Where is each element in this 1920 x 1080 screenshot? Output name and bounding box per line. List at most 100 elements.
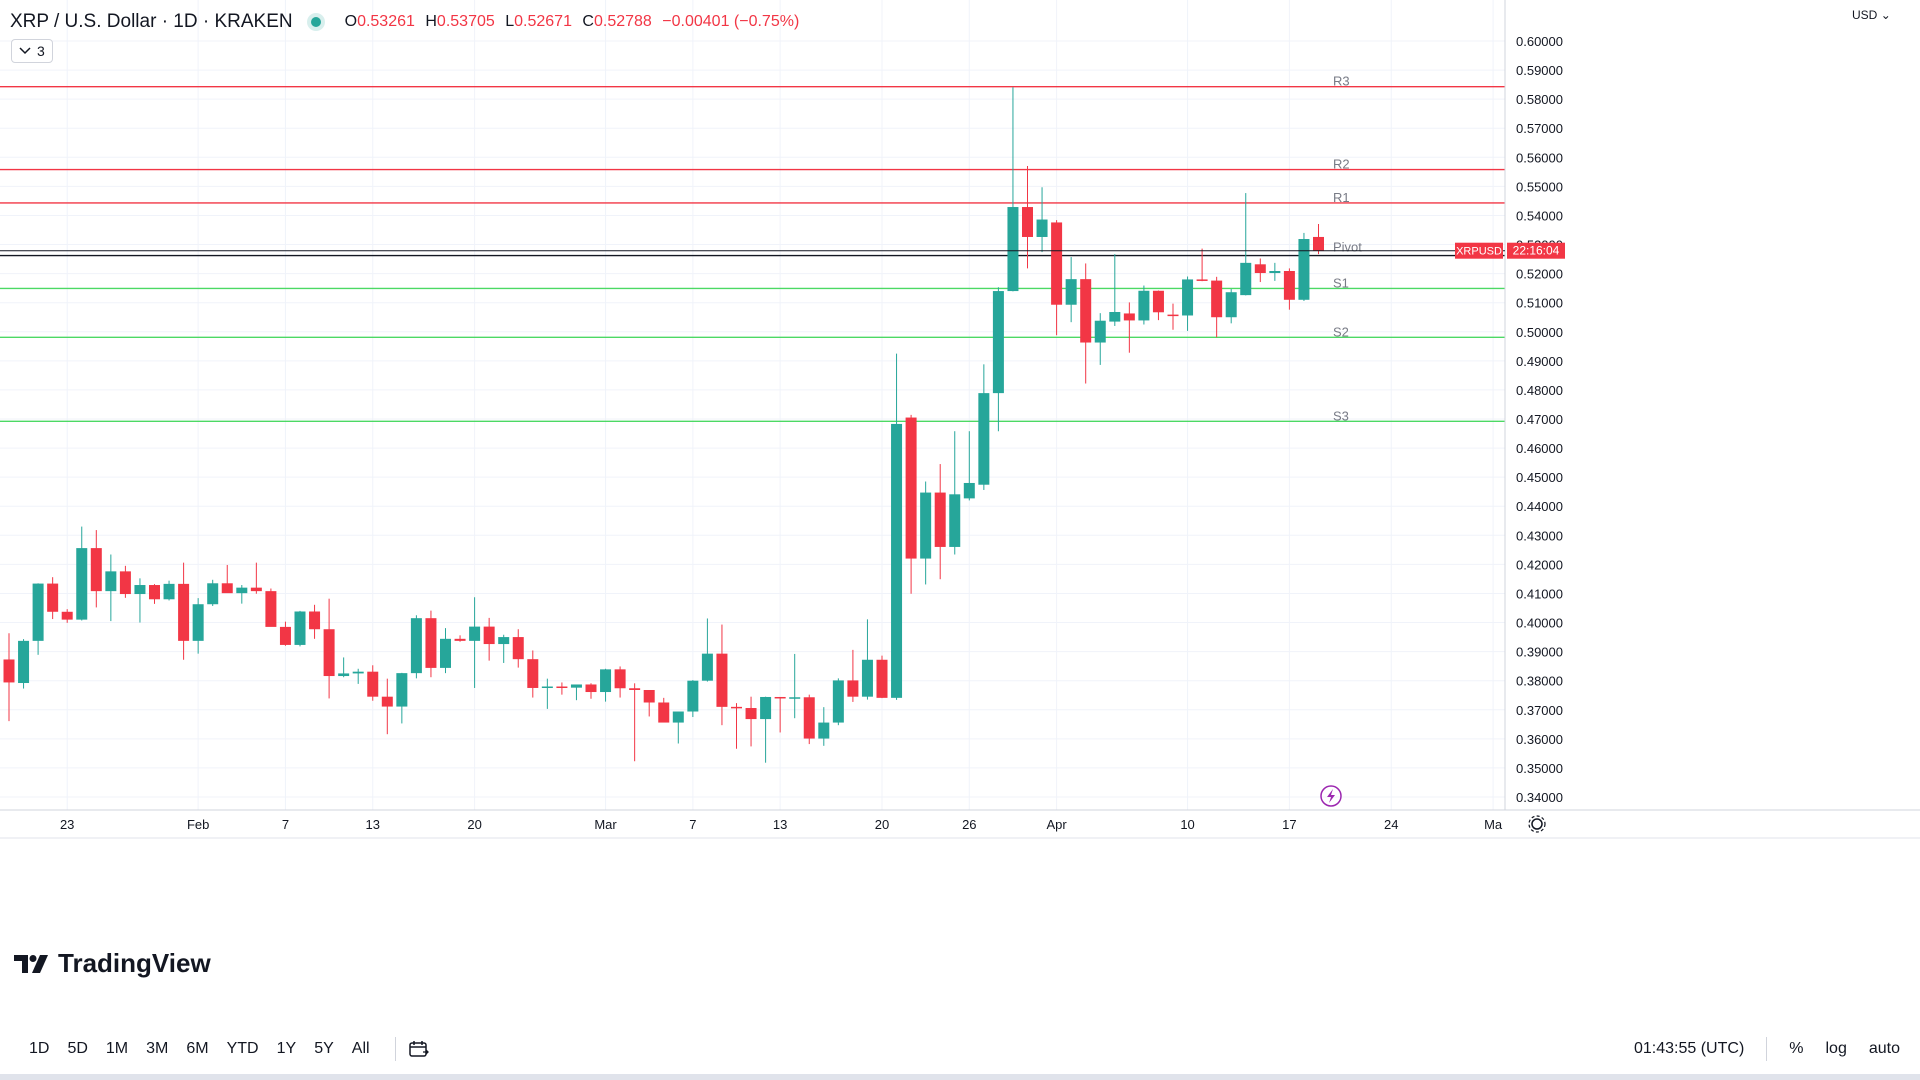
candle[interactable] xyxy=(1094,313,1106,365)
candle[interactable] xyxy=(745,696,757,747)
candle[interactable] xyxy=(1254,258,1266,283)
candle[interactable] xyxy=(614,666,626,698)
last-price-badge[interactable]: XRPUSD 22:16:04 xyxy=(1455,242,1565,259)
events-lightning-icon[interactable] xyxy=(1320,785,1342,807)
candle[interactable] xyxy=(338,657,350,678)
candle[interactable] xyxy=(1182,276,1194,331)
candle[interactable] xyxy=(134,578,146,623)
candle[interactable] xyxy=(440,628,451,674)
candle[interactable] xyxy=(1065,257,1077,323)
candle[interactable] xyxy=(178,562,190,660)
candle[interactable] xyxy=(250,562,262,594)
candle[interactable] xyxy=(1313,224,1324,255)
candle[interactable] xyxy=(483,617,495,661)
candle[interactable] xyxy=(90,530,102,608)
indicators-toggle-button[interactable]: 3 xyxy=(11,39,53,63)
candle[interactable] xyxy=(934,464,946,580)
range-5d-button[interactable]: 5D xyxy=(67,1040,88,1057)
tradingview-logo[interactable]: TradingView xyxy=(14,948,211,979)
candle[interactable] xyxy=(861,619,873,700)
candle[interactable] xyxy=(672,711,684,744)
candle[interactable] xyxy=(76,526,88,621)
candle[interactable] xyxy=(498,634,510,663)
candle[interactable] xyxy=(1283,268,1295,310)
candle[interactable] xyxy=(600,668,612,702)
candle[interactable] xyxy=(1211,276,1223,338)
candle[interactable] xyxy=(221,564,233,594)
candle[interactable] xyxy=(1196,248,1208,282)
candle[interactable] xyxy=(992,287,1004,432)
percent-scale-button[interactable]: % xyxy=(1789,1040,1804,1057)
candle[interactable] xyxy=(920,481,932,585)
candle[interactable] xyxy=(643,689,655,717)
symbol-title[interactable]: XRP / U.S. Dollar · 1D · KRAKEN xyxy=(10,11,293,32)
candle[interactable] xyxy=(1080,263,1092,384)
candle[interactable] xyxy=(716,624,728,726)
candle[interactable] xyxy=(963,431,975,501)
candle[interactable] xyxy=(731,703,742,749)
settings-gear-icon[interactable] xyxy=(1528,815,1546,833)
candle[interactable] xyxy=(1240,193,1252,296)
candle[interactable] xyxy=(381,678,393,735)
candle[interactable] xyxy=(47,577,59,620)
candle[interactable] xyxy=(803,694,815,745)
utc-clock[interactable]: 01:43:55 (UTC) xyxy=(1634,1040,1745,1057)
candle[interactable] xyxy=(1152,290,1164,321)
symbol-header[interactable]: XRP / U.S. Dollar · 1D · KRAKEN O0.53261… xyxy=(10,10,799,34)
range-all-button[interactable]: All xyxy=(351,1040,370,1057)
candle[interactable] xyxy=(658,697,670,723)
candle[interactable] xyxy=(541,678,553,709)
candle[interactable] xyxy=(789,653,801,719)
candle[interactable] xyxy=(527,650,539,698)
candle[interactable] xyxy=(309,604,321,639)
candle[interactable] xyxy=(192,598,204,654)
candle[interactable] xyxy=(149,584,160,604)
candle[interactable] xyxy=(236,585,248,604)
candle[interactable] xyxy=(905,414,917,594)
range-5y-button[interactable]: 5Y xyxy=(314,1040,334,1057)
range-3m-button[interactable]: 3M xyxy=(146,1040,169,1057)
candle[interactable] xyxy=(396,672,408,724)
candle[interactable] xyxy=(1007,87,1019,292)
range-ytd-button[interactable]: YTD xyxy=(226,1040,259,1057)
candle[interactable] xyxy=(585,683,597,699)
candle[interactable] xyxy=(279,621,291,646)
candle[interactable] xyxy=(61,609,73,623)
candle[interactable] xyxy=(818,707,830,746)
candle[interactable] xyxy=(1269,262,1281,281)
candle[interactable] xyxy=(163,580,175,601)
candle[interactable] xyxy=(32,583,44,655)
candle[interactable] xyxy=(410,615,422,679)
candle[interactable] xyxy=(352,668,364,684)
candle[interactable] xyxy=(454,635,466,642)
candle[interactable] xyxy=(949,431,961,555)
candle[interactable] xyxy=(323,598,335,699)
candle[interactable] xyxy=(265,588,277,627)
candle[interactable] xyxy=(1051,220,1063,336)
candle[interactable] xyxy=(119,565,131,598)
range-1d-button[interactable]: 1D xyxy=(29,1040,50,1057)
candle[interactable] xyxy=(1138,285,1150,325)
candle[interactable] xyxy=(687,680,699,718)
candle[interactable] xyxy=(367,665,379,701)
candle[interactable] xyxy=(760,696,772,763)
candle[interactable] xyxy=(1109,254,1121,326)
range-6m-button[interactable]: 6M xyxy=(186,1040,209,1057)
candle[interactable] xyxy=(774,696,786,733)
candle[interactable] xyxy=(570,684,582,701)
candle[interactable] xyxy=(3,633,15,722)
candle[interactable] xyxy=(207,579,219,606)
candle[interactable] xyxy=(512,629,524,668)
currency-selector[interactable]: USD ⌄ xyxy=(1852,8,1891,22)
auto-scale-button[interactable]: auto xyxy=(1868,1040,1900,1057)
candle[interactable] xyxy=(1123,302,1135,353)
candle[interactable] xyxy=(701,618,713,682)
range-1m-button[interactable]: 1M xyxy=(105,1040,129,1057)
candle[interactable] xyxy=(1298,232,1310,301)
candle[interactable] xyxy=(1022,166,1033,269)
candle[interactable] xyxy=(847,649,859,702)
candle[interactable] xyxy=(469,597,481,688)
calendar-range-icon[interactable] xyxy=(408,1039,430,1059)
candle[interactable] xyxy=(425,610,437,678)
